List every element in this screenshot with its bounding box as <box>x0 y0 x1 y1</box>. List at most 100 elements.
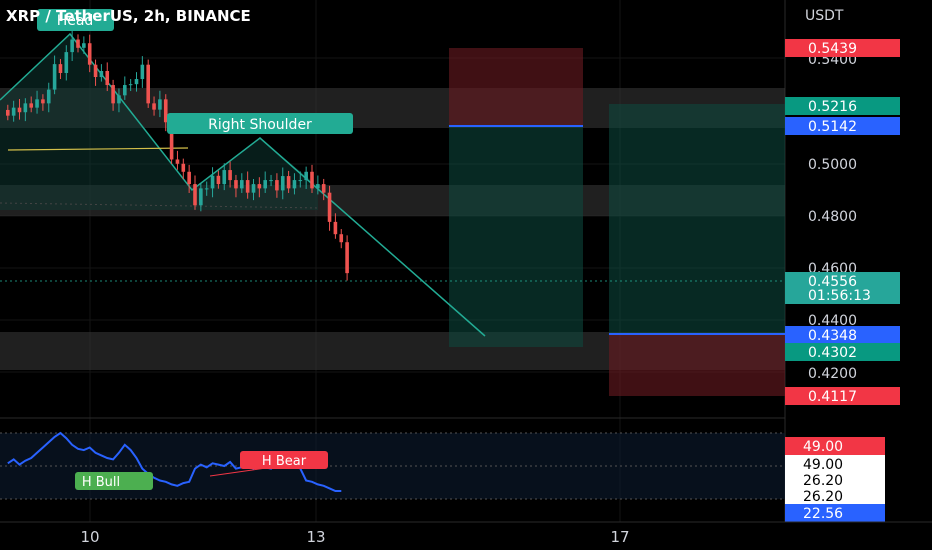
candle-body <box>245 180 250 193</box>
rsi-tag-2: 26.20 <box>803 473 843 489</box>
rsi-tag-1-box <box>785 455 885 473</box>
rsi-tag-3: 26.20 <box>803 489 843 505</box>
candles-group <box>6 30 349 281</box>
candle-body <box>93 64 98 78</box>
tag-0.4302-box <box>785 343 900 361</box>
candle-body <box>216 175 221 185</box>
time-label-17: 17 <box>610 528 629 546</box>
candle-body <box>251 184 256 193</box>
candle-body <box>6 109 10 116</box>
h-bear-label: H Bear <box>262 454 307 469</box>
tag-0.5439-box <box>785 39 900 57</box>
tag-0.5216: 0.5216 <box>808 99 857 115</box>
candle-body <box>117 95 121 104</box>
head-label-box <box>37 9 114 31</box>
tick-0.4800: 0.4800 <box>808 209 857 225</box>
short-target-box <box>449 126 583 347</box>
candle-body <box>134 79 139 85</box>
rsi-tag-4-box <box>785 504 885 522</box>
candle-body <box>316 184 320 189</box>
dotted-trend <box>0 202 321 209</box>
candle-body <box>58 64 63 74</box>
candle-body <box>286 176 291 189</box>
h-bull-label-box <box>75 472 153 490</box>
tag-current-box <box>785 272 900 304</box>
h-bull-label: H Bull <box>82 475 120 490</box>
head-label: Head <box>57 13 94 29</box>
candle-body <box>11 107 16 116</box>
candle-body <box>169 122 174 160</box>
rsi-tag-1: 49.00 <box>803 457 843 473</box>
candle-body <box>333 221 338 235</box>
h-bear-label-box <box>240 451 328 469</box>
tick-0.4400: 0.4400 <box>808 313 857 329</box>
rsi-tag-2-box <box>785 471 885 489</box>
candle-body <box>123 85 127 96</box>
short-stop-box <box>449 48 583 126</box>
candle-body <box>128 84 133 86</box>
rsi-tag-0: 49.00 <box>803 439 843 455</box>
long-target-box <box>609 104 785 334</box>
candle-body <box>105 71 110 86</box>
candle-body <box>111 85 115 104</box>
candle-body <box>193 184 197 206</box>
symbol-title: XRP / TetherUS, 2h, BINANCE <box>6 7 251 25</box>
candle-body <box>327 192 332 222</box>
currency-label: USDT <box>805 8 844 24</box>
candle-body <box>222 170 227 185</box>
candle-body <box>146 64 150 104</box>
position-boxes <box>449 48 785 396</box>
candle-body <box>199 188 203 206</box>
candle-body <box>140 64 145 80</box>
tag-0.5142: 0.5142 <box>808 119 857 135</box>
tick-0.4200: 0.4200 <box>808 366 857 382</box>
long-stop-box <box>609 334 785 396</box>
candle-body <box>64 52 69 74</box>
hs-fill <box>0 34 318 210</box>
candle-body <box>321 184 326 193</box>
candle-body <box>234 180 238 189</box>
time-axis: 10 13 17 <box>0 521 932 546</box>
candle-body <box>52 64 57 90</box>
candle-body <box>158 99 162 110</box>
price-axis: USDT 0.5400 0.5000 0.4800 0.4600 0.4400 … <box>785 8 900 522</box>
tag-0.5216-box <box>785 97 900 115</box>
tag-0.5142-box <box>785 117 900 135</box>
annotations: Head Right Shoulder H Bull H Bear <box>37 9 353 490</box>
candle-body <box>240 180 244 189</box>
candle-body <box>29 103 33 108</box>
tag-0.4117-box <box>785 387 900 405</box>
candle-body <box>163 99 168 123</box>
tag-current-price: 0.4556 <box>808 274 857 290</box>
tag-0.5439: 0.5439 <box>808 41 857 57</box>
candle-body <box>17 107 22 113</box>
candle-body <box>187 171 191 185</box>
candle-body <box>175 159 180 164</box>
candle-body <box>46 89 51 104</box>
rsi-tag-3-box <box>785 487 885 505</box>
header: XRP / TetherUS, 2h, BINANCE <box>6 7 251 25</box>
candle-body <box>275 180 279 191</box>
neckline <box>7 147 189 151</box>
candle-body <box>257 184 262 189</box>
tag-0.4302: 0.4302 <box>808 345 857 361</box>
candle-body <box>99 71 104 78</box>
candle-body <box>204 188 209 190</box>
hs-outline <box>0 32 486 337</box>
rsi-tag-4: 22.56 <box>803 506 843 522</box>
right-shoulder-label-box <box>167 113 353 134</box>
h-bear-connector <box>209 465 281 477</box>
candle-body <box>82 43 86 48</box>
candle-body <box>35 99 39 108</box>
tag-0.4348-box <box>785 326 900 344</box>
candle-body <box>298 180 303 182</box>
rsi-tag-0-box <box>785 437 885 455</box>
head-and-shoulders-pattern <box>0 32 486 337</box>
tag-countdown: 01:56:13 <box>808 288 871 304</box>
tag-0.4348: 0.4348 <box>808 328 857 344</box>
candle-body <box>210 175 215 189</box>
candle-body <box>76 39 80 48</box>
candle-body <box>228 170 232 181</box>
candle-body <box>263 180 267 189</box>
